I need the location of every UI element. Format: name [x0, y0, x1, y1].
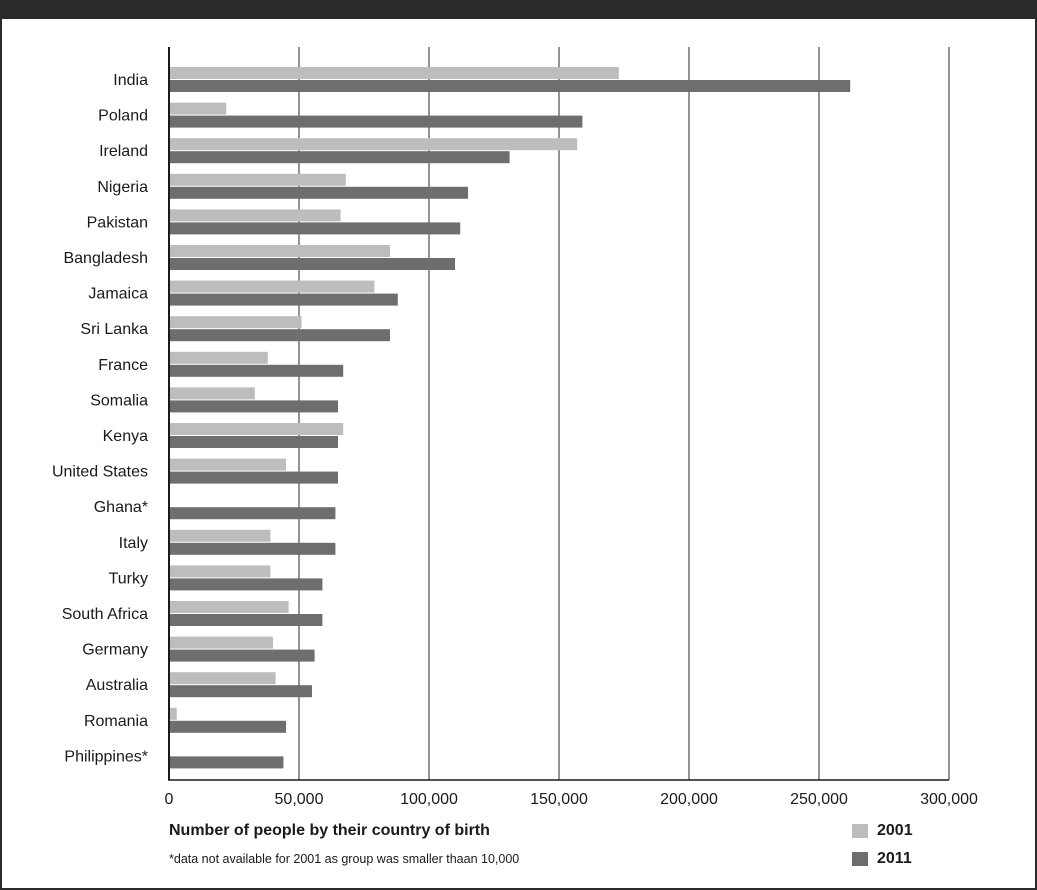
bar-chart: India Poland Ireland Nigeria Pakistan Banglad… [52, 47, 978, 808]
category-label: Somalia [90, 392, 148, 409]
bar-2001 [169, 636, 273, 649]
bar-2011 [169, 649, 315, 662]
x-tick-label: 200,000 [660, 791, 718, 808]
bar-2001 [169, 173, 346, 186]
bar-2011 [169, 293, 398, 306]
category-label: France [98, 357, 148, 374]
bar-2001 [169, 387, 255, 400]
bar-2011 [169, 151, 510, 164]
bar-2001 [169, 138, 578, 151]
category-label: Poland [98, 108, 148, 125]
bar-2001 [169, 601, 289, 613]
bar-2001 [169, 423, 344, 435]
category-label: United States [52, 464, 148, 481]
category-label: Philippines* [64, 748, 148, 765]
category-label: Ireland [99, 143, 148, 160]
bar-2001 [169, 565, 271, 578]
bar-2001 [169, 707, 177, 720]
bar-2001 [169, 280, 375, 293]
bar-2011 [169, 720, 286, 733]
bar-2011 [169, 258, 455, 270]
category-label: Jamaica [88, 286, 148, 303]
legend-label-2011: 2011 [877, 850, 912, 867]
category-label: Nigeria [97, 179, 148, 196]
bar-2011 [169, 436, 338, 448]
x-tick-label: 50,000 [275, 791, 324, 808]
bar-2011 [169, 364, 344, 377]
bar-2011 [169, 685, 312, 698]
bar-2011 [169, 80, 851, 92]
category-label: Sri Lanka [80, 321, 148, 338]
legend-swatch-2001 [852, 824, 868, 838]
bar-2001 [169, 209, 341, 222]
bar-2001 [169, 102, 227, 115]
top-bar [0, 0, 1037, 19]
category-label: Italy [119, 535, 148, 552]
bar-2011 [169, 222, 461, 235]
bar-2011 [169, 507, 336, 520]
legend-item-2011: 2011 [852, 850, 912, 868]
category-label: Pakistan [87, 214, 148, 231]
bar-2001 [169, 245, 390, 257]
legend-label-2001: 2001 [877, 822, 913, 839]
bar-2001 [169, 529, 271, 542]
bar-2011 [169, 756, 284, 769]
x-tick-label: 250,000 [790, 791, 848, 808]
category-label: India [113, 72, 148, 89]
bar-2011 [169, 578, 323, 591]
legend-swatch-2011 [852, 852, 868, 866]
category-label: Ghana* [94, 499, 148, 516]
x-tick-label: 100,000 [400, 791, 458, 808]
category-label: Australia [86, 677, 148, 694]
bar-2011 [169, 542, 336, 555]
category-label: South Africa [62, 606, 148, 623]
category-label: Romania [84, 713, 148, 730]
bar-2001 [169, 351, 268, 364]
bar-2011 [169, 186, 468, 199]
x-axis-label: Number of people by their country of bir… [169, 822, 490, 839]
bar-2001 [169, 458, 286, 471]
x-tick-label: 0 [165, 791, 174, 808]
category-label: Bangladesh [63, 250, 148, 267]
bar-2011 [169, 614, 323, 626]
footnote: *data not available for 2001 as group wa… [169, 852, 520, 866]
bar-2001 [169, 316, 302, 329]
bar-2011 [169, 400, 338, 413]
category-label: Kenya [103, 428, 148, 445]
x-tick-label: 150,000 [530, 791, 588, 808]
bar-2011 [169, 115, 583, 128]
bar-2011 [169, 471, 338, 484]
bar-2001 [169, 672, 276, 685]
category-label: Germany [82, 642, 148, 659]
legend-item-2001: 2001 [852, 822, 913, 840]
category-label: Turky [109, 570, 148, 587]
bar-2011 [169, 329, 390, 342]
x-tick-label: 300,000 [920, 791, 978, 808]
bar-2001 [169, 67, 619, 79]
